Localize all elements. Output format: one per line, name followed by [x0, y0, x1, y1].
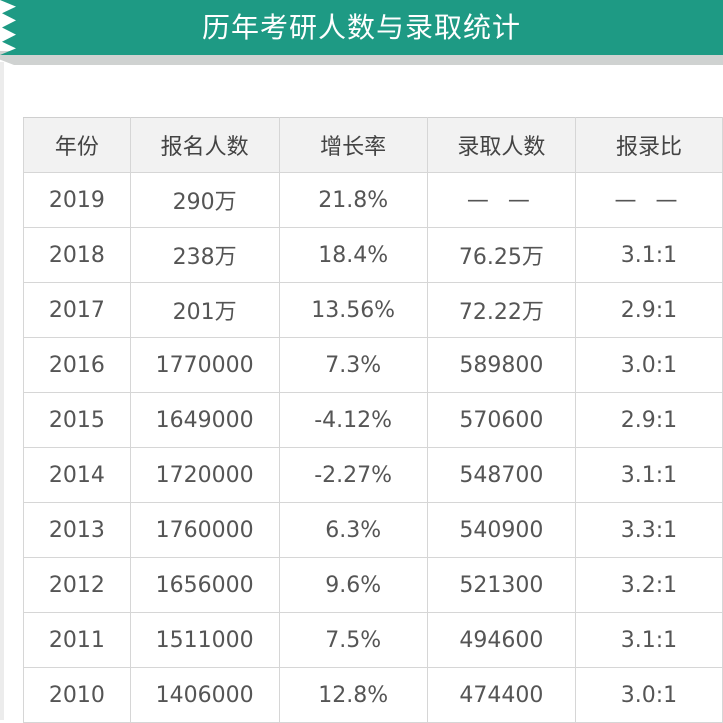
cell-applicants: 1649000 [129, 392, 280, 448]
cell-admitted: 540900 [426, 502, 576, 558]
cell-applicants: 1511000 [129, 612, 280, 668]
table-row: 2014 1720000 -2.27% 548700 3.1:1 [23, 447, 723, 503]
table-header-row: 年份 报名人数 增长率 录取人数 报录比 [23, 117, 723, 173]
cell-year: 2015 [23, 392, 131, 448]
admission-stats-table: 年份 报名人数 增长率 录取人数 报录比 2019 290万 21.8% — —… [23, 117, 723, 723]
header-ratio: 报录比 [574, 117, 723, 173]
cell-growth-rate: 9.6% [278, 557, 428, 613]
cell-year: 2016 [23, 337, 131, 393]
table-row: 2010 1406000 12.8% 474400 3.0:1 [23, 667, 723, 723]
cell-admitted: 570600 [426, 392, 576, 448]
cell-growth-rate: 6.3% [278, 502, 428, 558]
cell-ratio: 3.2:1 [574, 557, 723, 613]
cell-admitted: 521300 [426, 557, 576, 613]
cell-applicants: 1760000 [129, 502, 280, 558]
table-row: 2019 290万 21.8% — — — — [23, 172, 723, 228]
cell-growth-rate: 12.8% [278, 667, 428, 723]
cell-growth-rate: 21.8% [278, 172, 428, 228]
cell-year: 2017 [23, 282, 131, 338]
table-row: 2012 1656000 9.6% 521300 3.2:1 [23, 557, 723, 613]
cell-year: 2012 [23, 557, 131, 613]
cell-ratio: 2.9:1 [574, 282, 723, 338]
cell-ratio: 3.0:1 [574, 667, 723, 723]
cell-year: 2019 [23, 172, 131, 228]
cell-ratio: 3.0:1 [574, 337, 723, 393]
cell-applicants: 201万 [129, 282, 280, 338]
cell-growth-rate: 7.3% [278, 337, 428, 393]
cell-applicants: 1770000 [129, 337, 280, 393]
left-edge-rule [0, 62, 4, 720]
cell-growth-rate: 13.56% [278, 282, 428, 338]
cell-applicants: 1406000 [129, 667, 280, 723]
page-title: 历年考研人数与录取统计 [201, 10, 521, 44]
cell-admitted: 474400 [426, 667, 576, 723]
cell-year: 2018 [23, 227, 131, 283]
cell-ratio: 3.1:1 [574, 227, 723, 283]
cell-applicants: 290万 [129, 172, 280, 228]
cell-growth-rate: -4.12% [278, 392, 428, 448]
cell-ratio: 3.1:1 [574, 612, 723, 668]
cell-ratio: — — [574, 172, 723, 228]
cell-applicants: 1720000 [129, 447, 280, 503]
cell-year: 2014 [23, 447, 131, 503]
header-growth-rate: 增长率 [278, 117, 428, 173]
cell-admitted: 589800 [426, 337, 576, 393]
cell-year: 2013 [23, 502, 131, 558]
cell-ratio: 3.1:1 [574, 447, 723, 503]
cell-admitted: 494600 [426, 612, 576, 668]
table-row: 2016 1770000 7.3% 589800 3.0:1 [23, 337, 723, 393]
cell-ratio: 2.9:1 [574, 392, 723, 448]
table-row: 2011 1511000 7.5% 494600 3.1:1 [23, 612, 723, 668]
table-row: 2015 1649000 -4.12% 570600 2.9:1 [23, 392, 723, 448]
cell-growth-rate: -2.27% [278, 447, 428, 503]
table-row: 2017 201万 13.56% 72.22万 2.9:1 [23, 282, 723, 338]
cell-admitted: 76.25万 [426, 227, 576, 283]
cell-year: 2010 [23, 667, 131, 723]
header-admitted: 录取人数 [426, 117, 576, 173]
header-year: 年份 [23, 117, 131, 173]
cell-applicants: 238万 [129, 227, 280, 283]
header-applicants: 报名人数 [129, 117, 280, 173]
table-row: 2018 238万 18.4% 76.25万 3.1:1 [23, 227, 723, 283]
cell-growth-rate: 7.5% [278, 612, 428, 668]
cell-ratio: 3.3:1 [574, 502, 723, 558]
cell-year: 2011 [23, 612, 131, 668]
cell-growth-rate: 18.4% [278, 227, 428, 283]
title-banner: 历年考研人数与录取统计 [0, 0, 723, 55]
table-row: 2013 1760000 6.3% 540900 3.3:1 [23, 502, 723, 558]
cell-admitted: — — [426, 172, 576, 228]
cell-applicants: 1656000 [129, 557, 280, 613]
cell-admitted: 72.22万 [426, 282, 576, 338]
cell-admitted: 548700 [426, 447, 576, 503]
